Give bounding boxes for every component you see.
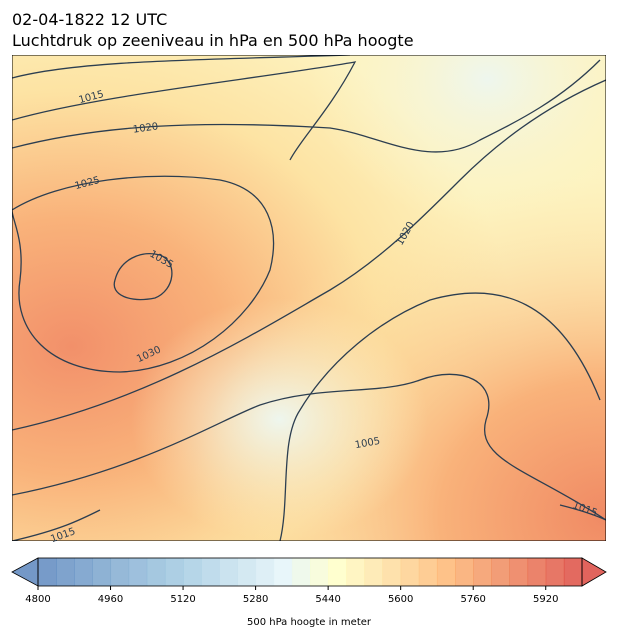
colorbar-segment [219, 558, 238, 586]
colorbar-label: 500 hPa hoogte in meter [247, 617, 372, 628]
colorbar-segment [128, 558, 148, 586]
colorbar-segment [201, 558, 220, 586]
subtitle: Luchtdruk op zeeniveau in hPa en 500 hPa… [12, 31, 414, 50]
colorbar-segment [56, 558, 75, 586]
colorbar-segment [563, 558, 583, 586]
colorbar-segment [436, 558, 456, 586]
colorbar-segment [364, 558, 384, 586]
colorbar-segment [164, 558, 184, 586]
colorbar-tick-label: 5280 [243, 594, 268, 605]
colorbar-segment [473, 558, 492, 586]
colorbar-frame [37, 557, 583, 587]
colorbar-segment [255, 558, 275, 586]
colorbar-segment [237, 558, 257, 586]
colorbar-segment [38, 558, 57, 586]
colorbar-segment [382, 558, 402, 586]
colorbar-segment [92, 558, 112, 586]
colorbar-tick-label: 5440 [315, 594, 340, 605]
colorbar: 4800 4960 5120 5280 5440 5600 5760 5920 [11, 557, 607, 605]
colorbar-segment [545, 558, 565, 586]
colorbar-segment [146, 558, 166, 586]
colorbar-segment [291, 558, 311, 586]
colorbar-tick-label: 5120 [170, 594, 195, 605]
colorbar-tick-label: 5760 [460, 594, 485, 605]
colorbar-segment [455, 558, 474, 586]
map [12, 55, 606, 541]
colorbar-segment [183, 558, 202, 586]
colorbar-segment [527, 558, 547, 586]
colorbar-segment [74, 558, 93, 586]
colorbar-segment [328, 558, 347, 586]
colorbar-segment [110, 558, 130, 586]
contour-label: 1005 [354, 436, 381, 451]
title: 02-04-1822 12 UTC [12, 10, 167, 29]
colorbar-segment [509, 558, 529, 586]
colorbar-segment [400, 558, 420, 586]
colorbar-extend-low [11, 557, 39, 587]
colorbar-tick-label: 5920 [533, 594, 558, 605]
colorbar-tick-label: 5600 [388, 594, 413, 605]
colorbar-tick-label: 4960 [98, 594, 123, 605]
colorbar-segment [346, 558, 365, 586]
contour-label: 1020 [132, 121, 159, 135]
colorbar-tick-label: 4800 [25, 594, 50, 605]
colorbar-segment [491, 558, 510, 586]
colorbar-extend-high [581, 557, 607, 587]
colorbar-segment [310, 558, 329, 586]
colorbar-segment [273, 558, 293, 586]
colorbar-segment [418, 558, 438, 586]
